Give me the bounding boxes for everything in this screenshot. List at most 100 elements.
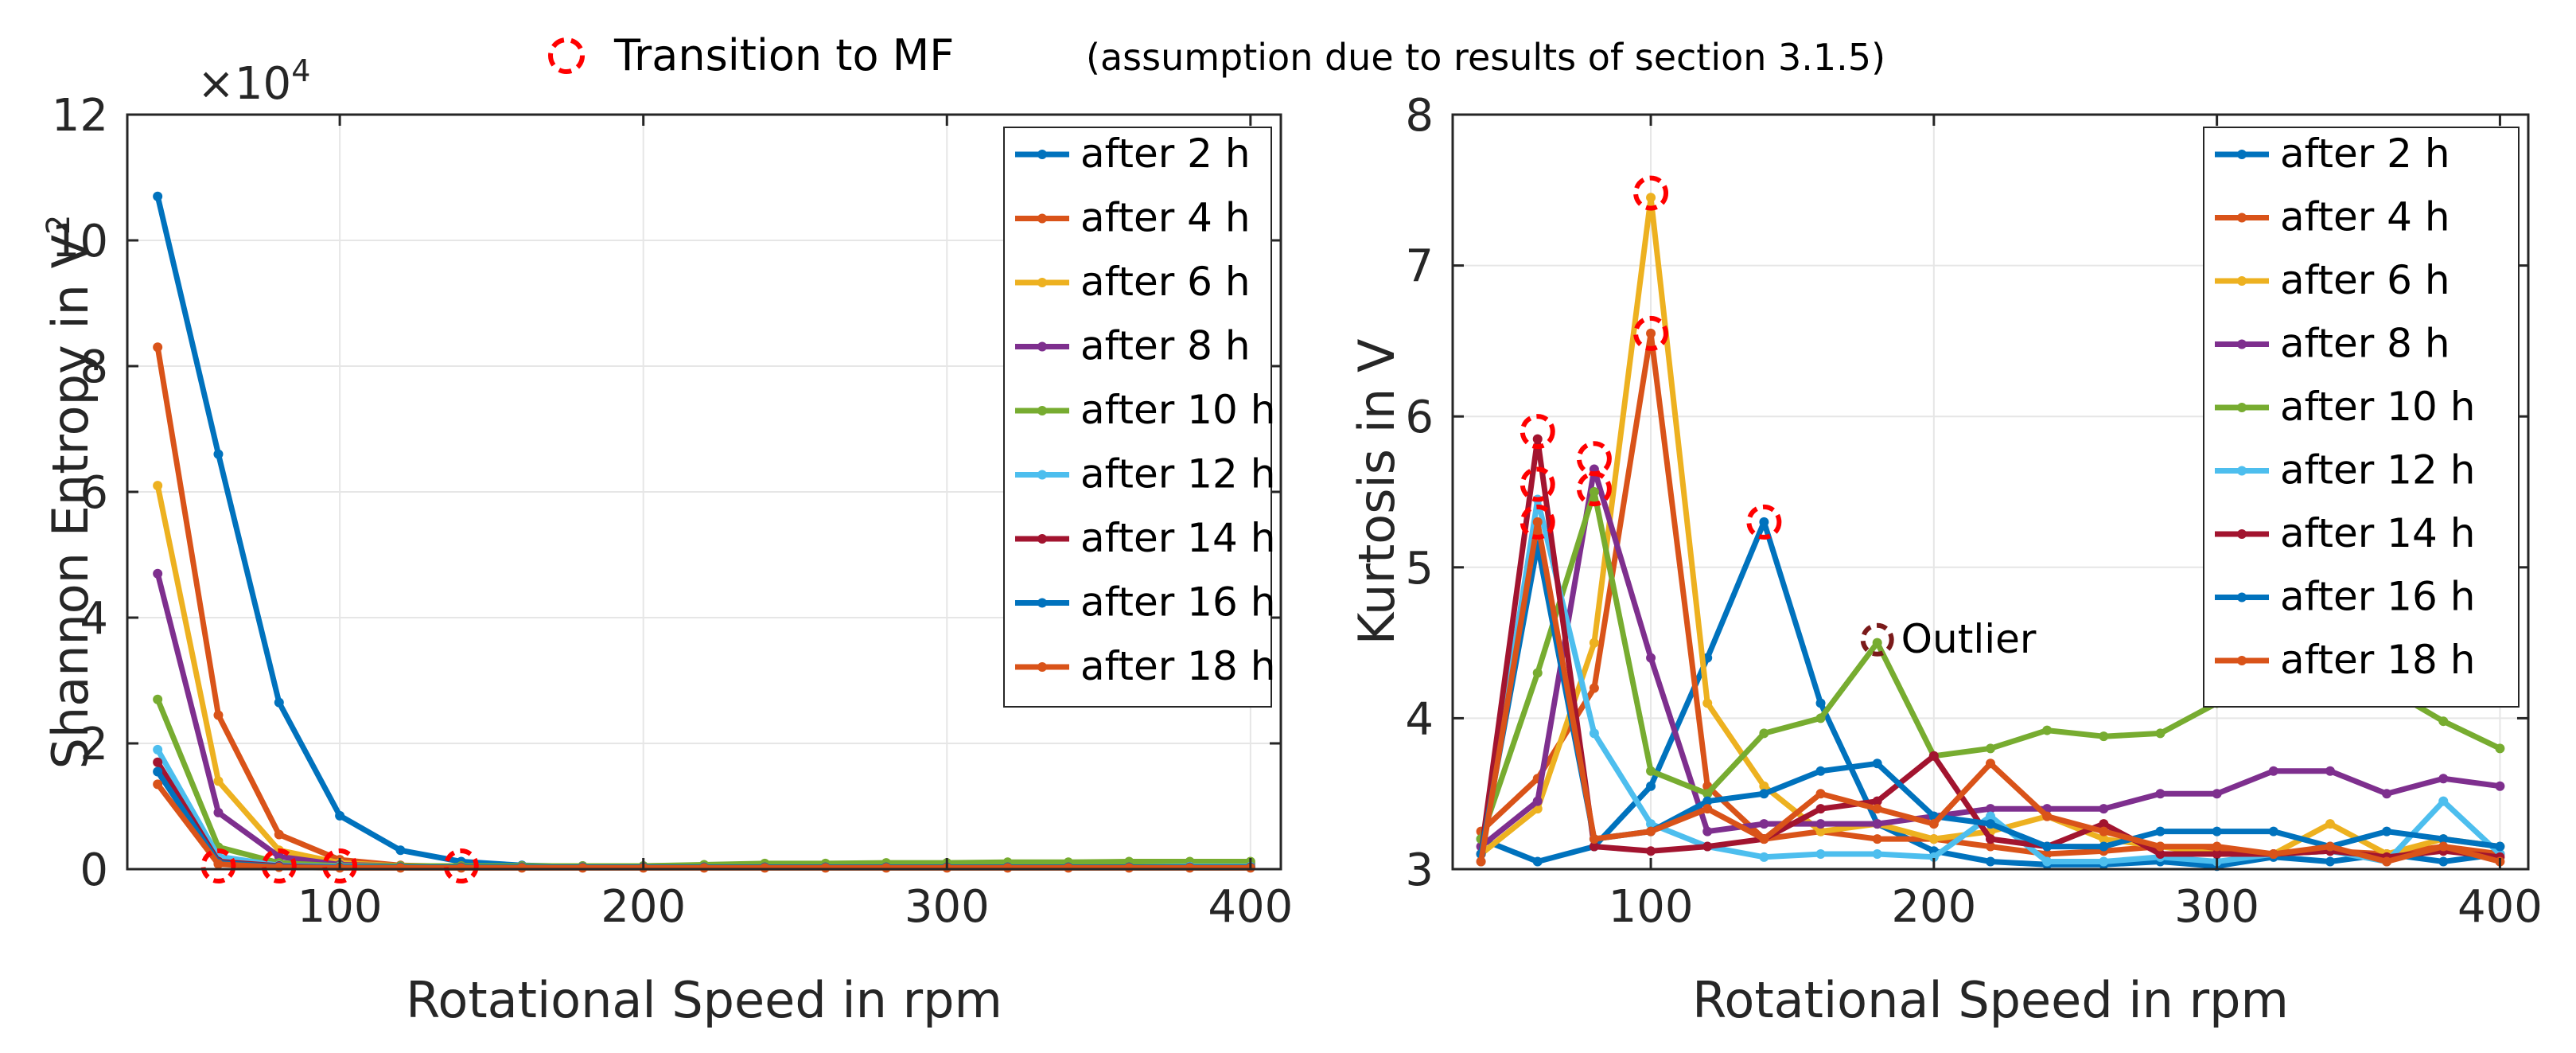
y-tick-label: 10: [52, 216, 108, 267]
data-point: [2212, 849, 2222, 860]
legend-swatch-marker: [2237, 466, 2247, 476]
data-point: [2268, 826, 2278, 837]
data-point: [153, 779, 163, 790]
data-point: [153, 191, 163, 201]
series-4: [1476, 464, 2505, 852]
data-point: [1646, 193, 1656, 203]
outlier-label: Outlier: [1901, 616, 2037, 662]
legend-box: [1003, 127, 1272, 708]
data-point: [2155, 826, 2165, 837]
data-point: [1532, 796, 1543, 806]
data-point: [1589, 487, 1599, 497]
data-point: [1872, 819, 1882, 829]
exponent-base: ×10: [197, 58, 291, 110]
transition-marker: [1633, 175, 1669, 211]
data-point: [1759, 852, 1769, 862]
x-tick-label: 400: [1208, 881, 1293, 933]
data-point: [1589, 841, 1599, 852]
data-point: [517, 863, 527, 873]
data-point: [2155, 789, 2165, 799]
data-point: [2438, 856, 2449, 867]
data-point: [2438, 716, 2449, 727]
data-point: [1646, 653, 1656, 663]
transition-marker: [443, 848, 479, 884]
legend-item: after 18 h: [2215, 637, 2475, 683]
legend-item: after 4 h: [1015, 195, 1251, 241]
data-point: [1986, 856, 1995, 867]
data-point: [1928, 819, 1939, 829]
legend-item: after 12 h: [1015, 451, 1275, 497]
legend-item: after 8 h: [2215, 321, 2450, 367]
y-tick-label: 4: [80, 593, 108, 645]
data-point: [1928, 834, 1939, 844]
transition-marker-layer: [200, 848, 479, 884]
legend-swatch-marker: [2237, 656, 2247, 665]
data-point: [2495, 841, 2505, 852]
x-tick-label: 300: [905, 881, 990, 933]
data-point: [213, 859, 224, 869]
data-point: [153, 481, 163, 491]
legend-item: after 14 h: [1015, 515, 1275, 561]
data-point: [1815, 789, 1826, 799]
data-point: [760, 863, 770, 873]
y-tick-label: 4: [1405, 693, 1434, 745]
legend-swatch-marker: [1037, 534, 1047, 544]
data-point: [2212, 841, 2222, 852]
data-point: [1702, 826, 1713, 837]
data-point: [1646, 328, 1656, 338]
legend-swatch-marker: [1037, 341, 1047, 352]
legend-label: after 4 h: [1080, 195, 1251, 241]
data-point: [1759, 728, 1769, 739]
data-point: [153, 744, 163, 755]
legend-item: after 4 h: [2215, 194, 2450, 240]
data-point: [1986, 811, 1995, 821]
data-point: [1702, 796, 1713, 806]
y-axis-label-text: Shannon Entropy in V: [41, 235, 99, 769]
transition-marker: [261, 848, 297, 884]
data-point: [1986, 759, 1995, 769]
data-point: [1872, 849, 1882, 860]
data-point: [153, 568, 163, 579]
x-tick-label: 200: [1891, 881, 1976, 933]
y-tick-label: 8: [80, 341, 108, 393]
x-tick-label: 100: [298, 881, 383, 933]
legend-item: after 14 h: [2215, 510, 2475, 556]
outlier-annotation: Outlier: [1860, 616, 2037, 662]
data-point: [2042, 856, 2053, 867]
legend-item: after 8 h: [1015, 323, 1251, 369]
legend-swatch-marker: [1037, 213, 1047, 224]
legend-swatch-marker: [1037, 598, 1047, 608]
data-point: [2495, 743, 2505, 754]
legend-label: after 8 h: [2280, 321, 2450, 367]
data-point: [1646, 781, 1656, 791]
axes: 100 200 300 400 0 2 4 6 8 10 12: [52, 90, 1294, 933]
data-point: [2099, 819, 2109, 829]
data-point: [1986, 819, 1995, 829]
legend-label: after 16 h: [2280, 574, 2475, 620]
transition-marker-icon: [548, 37, 585, 74]
data-point: [2325, 856, 2335, 867]
data-point: [1002, 863, 1013, 873]
transition-marker: [1520, 466, 1555, 502]
data-point: [820, 863, 831, 873]
series-9: [1476, 517, 2505, 867]
legend-swatch-marker: [2237, 150, 2247, 159]
data-point: [1702, 841, 1713, 852]
data-point: [1815, 698, 1826, 708]
transition-marker: [200, 848, 236, 884]
data-point: [1815, 713, 1826, 723]
legend-label: after 2 h: [1080, 131, 1251, 177]
data-point: [1702, 804, 1713, 814]
data-point: [881, 863, 891, 873]
legend-label: after 6 h: [1080, 259, 1251, 305]
data-point: [213, 807, 224, 817]
data-point: [2438, 796, 2449, 806]
data-point: [1928, 852, 1939, 862]
data-point: [213, 449, 224, 459]
data-point: [2325, 841, 2335, 852]
legend-item: after 2 h: [2215, 131, 2450, 177]
data-point: [395, 863, 406, 873]
data-point: [2438, 834, 2449, 844]
legend-label: after 10 h: [2280, 384, 2475, 430]
data-point: [699, 863, 709, 873]
